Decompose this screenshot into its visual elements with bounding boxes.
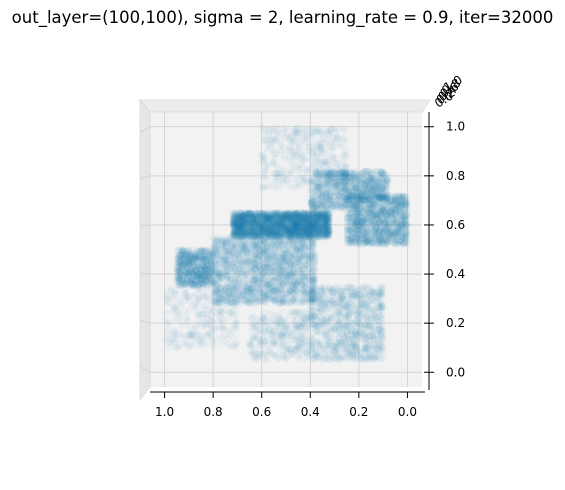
scatter-point (257, 257, 264, 264)
scatter-point (273, 234, 280, 241)
scatter-point (280, 281, 287, 288)
scatter-point (292, 248, 299, 255)
scatter-point (258, 212, 265, 219)
scatter-point (295, 264, 302, 271)
scatter-point (244, 275, 251, 282)
scatter-point (282, 269, 289, 276)
scatter-point (249, 284, 256, 291)
scatter-point (210, 236, 217, 243)
scatter-point (231, 255, 238, 262)
scatter-point (283, 257, 290, 264)
scatter-point (266, 261, 273, 268)
top-wall-pane (140, 100, 430, 112)
scatter-point (259, 297, 266, 304)
scatter-point (273, 214, 280, 221)
scatter-point (244, 257, 251, 264)
scatter-point (291, 291, 298, 298)
scatter-point (290, 269, 297, 276)
scatter-point (224, 260, 231, 267)
left-wall-pane (140, 100, 150, 400)
scatter-point (295, 279, 302, 286)
scatter-point (255, 280, 262, 287)
scatter-point (287, 300, 294, 307)
scatter-point (311, 235, 318, 242)
scatter-point (240, 221, 247, 228)
scatter-point (305, 215, 312, 222)
scatter-point (292, 215, 299, 222)
scatter-point (324, 216, 331, 223)
scatter-point (264, 215, 271, 222)
scatter-point (250, 257, 257, 264)
scatter-point (251, 274, 258, 281)
scatter-point (221, 253, 228, 260)
scatter-point (268, 289, 275, 296)
scatter-point (302, 273, 309, 280)
scatter-point (235, 280, 242, 287)
scatter-point (287, 226, 294, 233)
scatter-point (310, 268, 317, 275)
scatter-point (260, 291, 267, 298)
scatter-point (229, 267, 236, 274)
scatter-point (241, 267, 248, 274)
scatter-point (309, 223, 316, 230)
scatter-point (261, 238, 268, 245)
scatter-point (248, 213, 255, 220)
scatter-point (231, 244, 238, 251)
scatter-point (220, 237, 227, 244)
scatter-point (273, 274, 280, 281)
scatter-point (232, 222, 239, 229)
scatter-point (216, 247, 223, 254)
scatter-point (287, 280, 294, 287)
scatter-point (326, 231, 333, 238)
scatter-point (268, 280, 275, 287)
scatter-point (299, 238, 306, 245)
scatter-point (246, 248, 253, 255)
scatter-point (268, 253, 275, 260)
scatter-point (282, 221, 289, 228)
scatter-point (306, 251, 313, 258)
scatter-point (236, 238, 243, 245)
scatter-point (239, 212, 246, 219)
scatter-point (320, 233, 327, 240)
scatter-point (254, 241, 261, 248)
scatter-point (290, 234, 297, 241)
scatter-point (238, 251, 245, 258)
scatter-point (253, 228, 260, 235)
scatter-point (310, 243, 317, 250)
scatter-point (247, 299, 254, 306)
